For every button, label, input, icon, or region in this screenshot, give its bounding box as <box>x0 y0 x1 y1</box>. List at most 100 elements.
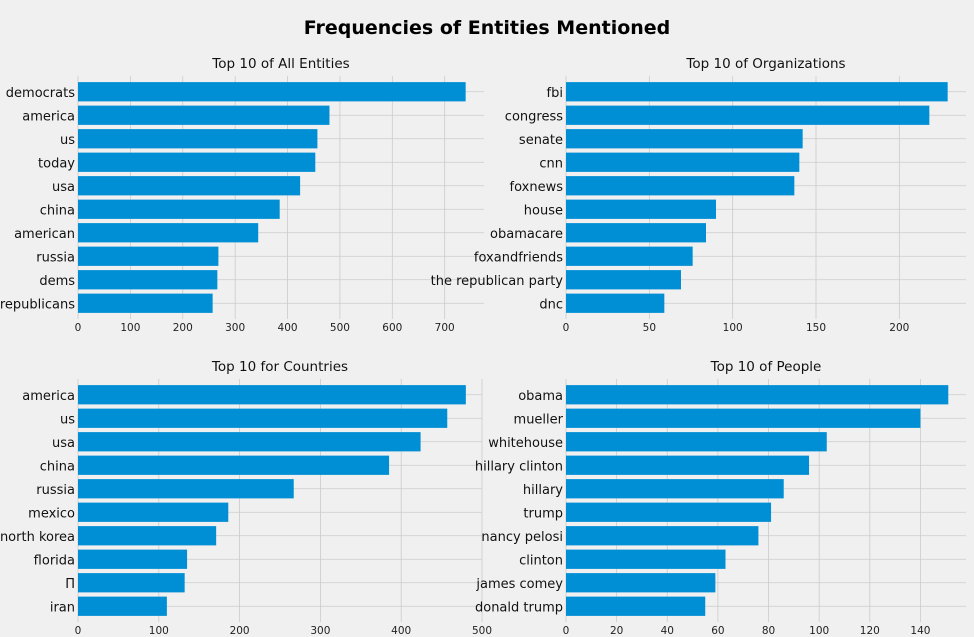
chart-title: Top 10 of Organizations <box>685 56 845 72</box>
bar <box>78 526 217 546</box>
x-tick-label: 700 <box>435 322 455 334</box>
category-label: james comey <box>475 577 563 592</box>
category-label: fbi <box>547 86 563 101</box>
bar <box>566 82 948 102</box>
category-label: north korea <box>0 530 75 545</box>
bar <box>78 270 218 290</box>
bar <box>78 176 301 196</box>
category-label: usa <box>52 436 75 451</box>
bar <box>566 176 795 196</box>
bar <box>78 502 229 522</box>
category-label: american <box>14 227 75 242</box>
category-label: hillary clinton <box>475 459 563 474</box>
bar <box>78 385 466 405</box>
category-label: dems <box>39 274 75 289</box>
category-label: donald trump <box>475 600 563 615</box>
x-tick-label: 200 <box>230 625 250 637</box>
x-tick-label: 500 <box>472 625 492 637</box>
bar <box>78 199 280 219</box>
category-label: russia <box>36 250 75 265</box>
x-tick-label: 100 <box>149 625 169 637</box>
category-label: america <box>22 109 75 124</box>
category-label: house <box>524 203 563 218</box>
category-label: florida <box>34 553 75 568</box>
x-tick-label: 300 <box>310 625 330 637</box>
category-label: senate <box>519 133 563 148</box>
x-tick-label: 80 <box>762 625 775 637</box>
category-label: america <box>22 389 75 404</box>
bar <box>566 408 921 428</box>
x-tick-label: 100 <box>120 322 140 334</box>
x-tick-label: 400 <box>391 625 411 637</box>
x-tick-label: 200 <box>889 322 909 334</box>
bar <box>78 479 294 499</box>
x-tick-label: 50 <box>643 322 656 334</box>
x-tick-label: 100 <box>809 625 829 637</box>
category-label: the republican party <box>431 274 564 289</box>
category-label: dnc <box>539 297 563 312</box>
x-tick-label: 150 <box>806 322 826 334</box>
chart-title: Top 10 for Countries <box>211 359 348 375</box>
bar <box>78 549 188 569</box>
chart-title: Top 10 of All Entities <box>211 56 349 72</box>
bar <box>78 152 316 172</box>
category-label: hillary <box>523 483 563 498</box>
bar <box>566 502 772 522</box>
bar <box>566 270 681 290</box>
bar <box>566 573 716 593</box>
category-label: iran <box>50 600 75 615</box>
category-label: nancy pelosi <box>481 530 563 545</box>
bar <box>566 105 930 125</box>
category-label: mueller <box>514 412 564 427</box>
x-tick-label: 0 <box>563 625 570 637</box>
category-label: us <box>60 412 75 427</box>
bar <box>566 385 949 405</box>
bar <box>78 573 185 593</box>
category-label: obama <box>518 389 563 404</box>
bar <box>566 199 716 219</box>
bar <box>566 223 706 243</box>
bar <box>78 596 167 616</box>
category-label: today <box>38 156 75 171</box>
x-tick-label: 120 <box>860 625 880 637</box>
x-tick-label: 40 <box>661 625 674 637</box>
bar <box>566 432 827 452</box>
x-tick-label: 0 <box>563 322 570 334</box>
bar <box>78 129 318 149</box>
x-tick-label: 200 <box>173 322 193 334</box>
category-label: mexico <box>28 506 75 521</box>
category-label: democrats <box>6 86 75 101</box>
bar <box>78 455 390 475</box>
category-label: foxnews <box>510 180 564 195</box>
category-label: republicans <box>0 297 75 312</box>
category-label: cnn <box>539 156 563 171</box>
x-tick-label: 60 <box>711 625 724 637</box>
bar <box>78 246 219 266</box>
bar <box>566 455 810 475</box>
category-label: clinton <box>519 553 563 568</box>
x-tick-label: 20 <box>610 625 623 637</box>
x-tick-label: 100 <box>723 322 743 334</box>
bar <box>566 596 706 616</box>
bar <box>566 152 800 172</box>
category-label: foxandfriends <box>474 250 563 265</box>
bar <box>566 129 803 149</box>
category-label: П <box>65 577 75 592</box>
bar <box>566 549 726 569</box>
bar <box>78 293 213 313</box>
figure-title: Frequencies of Entities Mentioned <box>303 17 671 39</box>
category-label: us <box>60 133 75 148</box>
x-tick-label: 600 <box>382 322 402 334</box>
chart-title: Top 10 of People <box>710 359 822 375</box>
x-tick-label: 0 <box>75 322 82 334</box>
bar <box>566 246 693 266</box>
bar <box>566 479 784 499</box>
category-label: congress <box>505 109 563 124</box>
category-label: russia <box>36 483 75 498</box>
bar <box>78 105 330 125</box>
x-tick-label: 300 <box>225 322 245 334</box>
category-label: usa <box>52 180 75 195</box>
